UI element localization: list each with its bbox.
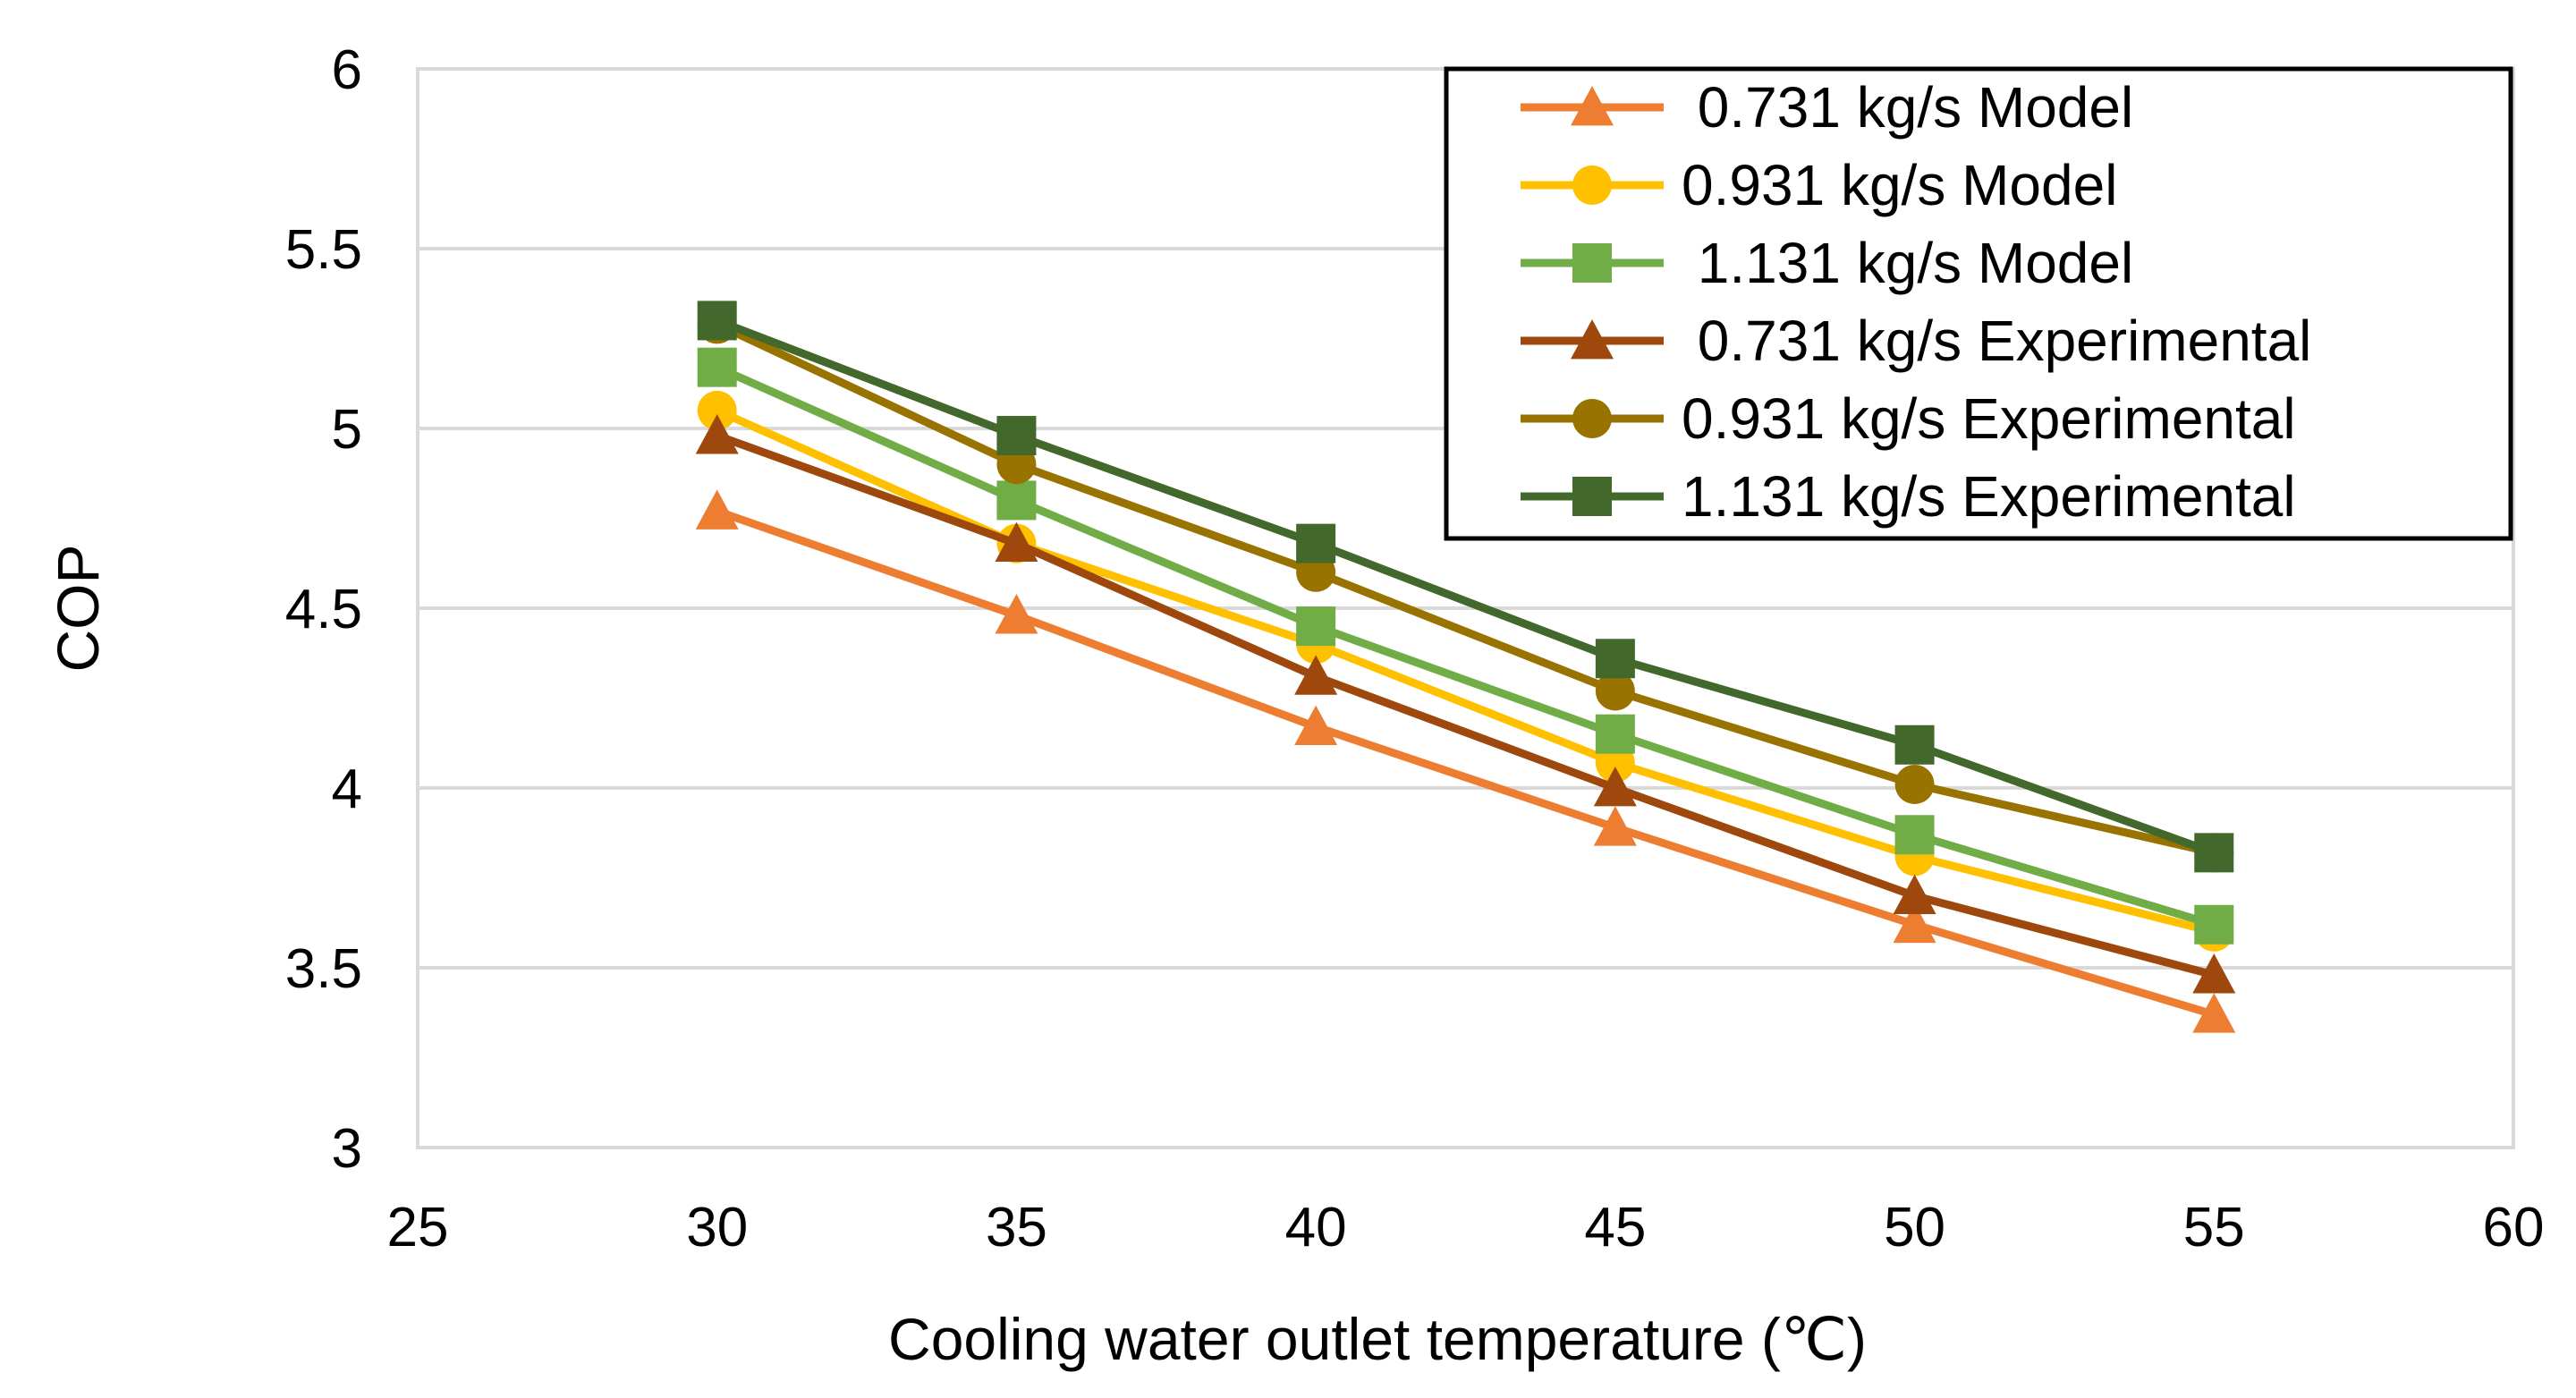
legend-box (1444, 66, 2513, 541)
series-4 (695, 414, 2236, 994)
data-point (995, 521, 1038, 563)
legend-marker (1572, 243, 1612, 283)
x-tick-label: 60 (2483, 1197, 2545, 1258)
x-tick-label: 35 (986, 1197, 1047, 1258)
y-tick-label: 4 (332, 758, 362, 820)
data-point (1595, 714, 1635, 754)
data-point (1893, 874, 1936, 914)
y-tick-label: 4.5 (285, 579, 362, 640)
series-line (716, 431, 2216, 979)
x-tick-label: 30 (686, 1197, 748, 1258)
x-tick-label: 45 (1584, 1197, 1646, 1258)
legend-entry-5: 0.931 kg/s Experimental (1521, 386, 2296, 451)
data-point (695, 489, 739, 530)
x-tick-label: 40 (1285, 1197, 1347, 1258)
legend-entry-2: 0.931 kg/s Model (1521, 153, 2117, 217)
data-point (697, 390, 737, 430)
legend-label: 0.731 kg/s Experimental (1682, 309, 2311, 373)
legend-label: 0.931 kg/s Experimental (1682, 386, 2296, 451)
y-axis-ticks: 3 3.5 4 4.5 5 5.5 6 (285, 39, 362, 1180)
data-point (2192, 953, 2236, 994)
legend-marker (1572, 165, 1612, 205)
data-point (1894, 815, 1935, 855)
data-point (1893, 902, 1936, 944)
x-tick-label: 55 (2183, 1197, 2245, 1258)
legend-entry-6: 1.131 kg/s Experimental (1521, 464, 2296, 529)
legend-marker (1572, 399, 1612, 438)
data-point (996, 416, 1037, 456)
legend-label: 1.131 kg/s Experimental (1682, 464, 2296, 529)
legend-label: 0.731 kg/s Model (1682, 75, 2133, 140)
data-point (1595, 671, 1635, 711)
data-point (995, 594, 1038, 634)
series-3 (697, 347, 2234, 945)
legend-entries: 0.731 kg/s Model 0.931 kg/s Model 1.131 k… (1521, 75, 2311, 529)
x-axis-ticks: 25 30 35 40 45 50 55 60 (387, 1197, 2545, 1258)
data-point (1894, 724, 1935, 765)
data-point (1294, 705, 1338, 746)
data-point (1894, 764, 1935, 804)
series-6 (697, 301, 2234, 873)
data-point (1593, 806, 1637, 846)
series-lines (695, 301, 2236, 1033)
legend-marker (1572, 477, 1612, 516)
legend-entry-1: 0.731 kg/s Model (1521, 75, 2133, 140)
y-tick-label: 3 (332, 1118, 362, 1180)
data-point (2194, 904, 2234, 945)
data-point (1296, 606, 1336, 647)
legend-entry-3: 1.131 kg/s Model (1521, 231, 2133, 295)
data-point (2192, 993, 2236, 1033)
series-line (716, 317, 2216, 857)
x-tick-label: 25 (387, 1197, 449, 1258)
data-point (1296, 523, 1336, 563)
legend-label: 0.931 kg/s Model (1682, 153, 2117, 217)
y-tick-label: 5 (332, 399, 362, 461)
series-line (715, 320, 2216, 857)
series-line (715, 363, 2216, 929)
data-point (2194, 833, 2234, 873)
x-tick-label: 50 (1884, 1197, 1945, 1258)
series-line (716, 507, 2216, 1019)
legend-marker (1571, 86, 1614, 126)
data-point (1294, 655, 1338, 695)
y-axis-title: COP (45, 544, 111, 672)
data-point (695, 414, 739, 454)
legend-label: 1.131 kg/s Model (1682, 231, 2133, 295)
series-1 (695, 489, 2236, 1033)
y-tick-label: 5.5 (285, 219, 362, 281)
data-point (1595, 639, 1635, 679)
data-point (697, 301, 737, 341)
x-axis-title: Cooling water outlet temperature (℃) (888, 1306, 1867, 1372)
data-point (996, 480, 1037, 521)
legend-entry-4: 0.731 kg/s Experimental (1521, 309, 2311, 373)
legend-marker (1571, 319, 1614, 360)
data-point (1593, 767, 1637, 807)
y-tick-label: 6 (332, 39, 362, 101)
legend: 0.731 kg/s Model 0.931 kg/s Model 1.131 k… (1444, 66, 2513, 541)
data-point (697, 347, 737, 387)
y-tick-label: 3.5 (285, 938, 362, 1000)
